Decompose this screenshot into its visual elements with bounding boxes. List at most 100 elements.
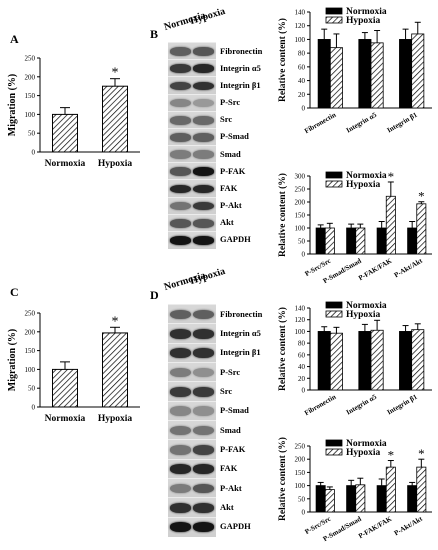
y-tick-label: 80 [298,50,306,58]
category-label: P-Akt/Akt [393,514,425,537]
blot-strip [168,478,216,499]
blot-strip [168,162,216,181]
band-hypoxia [193,522,214,533]
band-hypoxia [193,218,214,228]
band-hypoxia [193,406,214,417]
legend-swatch-normoxia [325,171,343,179]
y-tick-label: 50 [28,130,36,138]
y-tick-label: 0 [302,251,306,259]
blot-strip [168,420,216,441]
blot-row: FAK [168,458,270,479]
band-hypoxia [193,425,214,436]
y-tick-label: 20 [298,91,306,99]
y-tick-label: 200 [295,199,306,207]
blot-strip [168,439,216,460]
blot-row: P-Smad [168,127,270,146]
legend-label-hypoxia: Hypoxia [346,310,381,320]
band-hypoxia [193,309,214,320]
y-tick-label: 0 [302,387,306,395]
band-normoxia [170,309,191,320]
category-label: Normoxia [45,414,86,424]
legend-swatch-hypoxia [325,180,343,188]
bar-normoxia [346,227,357,255]
category-label: P-Akt/Akt [393,256,425,279]
bar-normoxia [399,39,413,109]
y-tick-label: 200 [25,328,36,336]
blot-row: P-Akt [168,478,270,499]
blot-row: Smad [168,420,270,441]
band-hypoxia [193,115,214,125]
panel-label-c: C [10,285,19,299]
blot-protein-label: Fibronectin [220,45,263,56]
blot-row: Akt [168,497,270,518]
bar-normoxia [358,331,372,391]
blot-protein-label: Integrin α5 [220,62,261,73]
y-tick-label: 100 [295,36,306,44]
blot-strip [168,213,216,232]
legend-swatch-hypoxia [325,448,343,456]
y-tick-label: 0 [302,105,306,113]
band-hypoxia [193,81,214,91]
western-blot-b: Normoxia Hypoxia Fibronectin Integrin α5 I… [163,6,270,249]
y-tick-label: 250 [295,186,306,194]
bar-normoxia [317,331,331,391]
blot-strip [168,93,216,112]
blot-protein-label: P-Akt [220,200,242,211]
y-tick-label: 250 [25,55,36,63]
y-tick-label: 300 [295,173,306,181]
legend-swatch-normoxia [325,439,343,447]
band-hypoxia [193,184,214,194]
band-normoxia [170,201,191,211]
band-hypoxia [193,483,214,494]
blot-protein-label: P-Src [220,97,241,108]
significance-asterisk: * [388,448,395,463]
band-normoxia [170,367,191,378]
bar-normoxia [317,39,331,109]
y-axis-label: Migration (%) [7,329,18,392]
blot-row: Integrin β1 [168,76,270,95]
chart-a-migration: 0 50 100 150 200 250 Migration (%) Normoxia * Hyp… [7,55,140,169]
bar-hypoxia [385,195,396,255]
blot-protein-label: Integrin β1 [220,79,261,90]
category-label: Integrin β1 [386,393,419,417]
blot-strip [168,127,216,146]
band-normoxia [170,133,191,142]
bar-hypoxia [411,329,425,391]
y-tick-label: 250 [25,310,36,318]
chart-c-migration: 0 50 100 150 200 250 Migration (%) Normoxia * Hyp… [7,310,140,424]
panel-label-b: B [150,27,159,41]
band-hypoxia [193,464,214,475]
blot-protein-label: P-Smad [220,131,249,142]
category-label: Integrin α5 [345,393,379,417]
blot-strip [168,145,216,164]
significance-asterisk: * [112,66,119,81]
blot-row: FAK [168,179,270,198]
band-hypoxia [193,236,214,245]
chart-d-top: 0 20 40 60 80 100 120 140 Relative content (%) Fi… [277,301,432,417]
band-hypoxia [193,64,214,74]
blot-protein-label: GAPDH [220,234,251,245]
panel-label-d: D [150,288,159,302]
band-normoxia [170,150,191,159]
y-axis-label: Migration (%) [7,74,18,137]
legend-swatch-hypoxia [325,16,343,24]
blot-row: Src [168,381,270,402]
bar-normoxia [358,39,372,109]
blot-row: Src [168,110,270,129]
bar-normoxia [407,227,418,255]
blot-protein-label: Smad [220,424,241,435]
band-normoxia [170,167,191,177]
bar-normoxia [407,485,418,513]
y-tick-label: 100 [25,111,36,119]
bar-hypoxia [329,332,343,391]
legend-swatch-normoxia [325,7,343,15]
band-normoxia [170,406,191,417]
band-normoxia [170,329,191,339]
blot-strip [168,196,216,215]
blot-strip [168,42,216,61]
blot-header-hypoxia: Hypoxia [188,265,227,287]
band-normoxia [170,81,191,91]
blot-strip [168,381,216,402]
blot-row: P-FAK [168,162,270,181]
blot-strip [168,179,216,198]
